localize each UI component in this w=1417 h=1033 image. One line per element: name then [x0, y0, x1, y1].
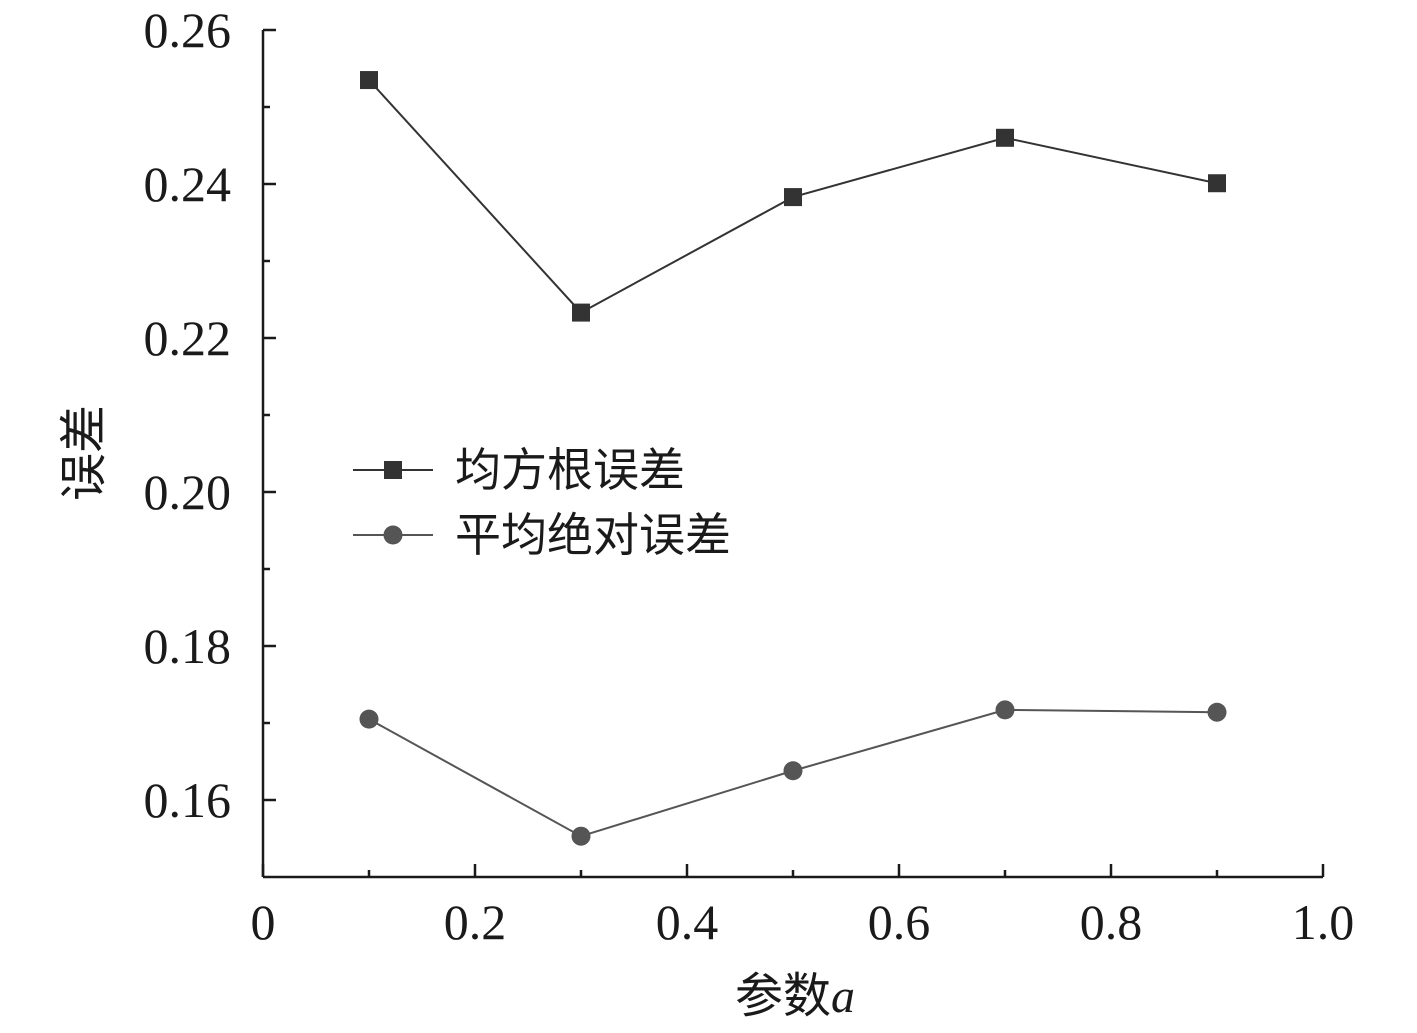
- data-point-circle: [1207, 702, 1227, 722]
- data-point-circle: [995, 700, 1015, 720]
- data-point-circle: [571, 826, 591, 846]
- x-tick-label: 0.8: [1080, 894, 1143, 950]
- y-axis-ticks: 0.16 0.18 0.20 0.22 0.24 0.26: [144, 2, 276, 828]
- series-layer: [359, 71, 1227, 846]
- data-point-square: [996, 128, 1014, 147]
- axes: [261, 30, 1323, 879]
- x-tick-label: 1.0: [1292, 894, 1355, 950]
- y-tick-label: 0.20: [144, 464, 232, 520]
- x-axis-title-variable: a: [831, 970, 855, 1023]
- y-tick-label: 0.22: [144, 310, 232, 366]
- legend-item-1: 均方根误差: [353, 443, 685, 497]
- y-tick-label: 0.16: [144, 772, 232, 828]
- y-tick-label: 0.18: [144, 618, 232, 674]
- x-axis-title: 参数a: [735, 968, 855, 1024]
- x-axis-ticks: 0 0.2 0.4 0.6 0.8 1.0: [251, 864, 1355, 950]
- legend-marker-square: [384, 461, 402, 479]
- legend-label: 均方根误差: [455, 443, 685, 497]
- series-2: [359, 700, 1227, 846]
- series-1: [360, 71, 1226, 322]
- data-point-circle: [783, 761, 803, 781]
- x-tick-label: 0.6: [868, 894, 931, 950]
- x-axis-title-text: 参数: [735, 968, 831, 1024]
- y-tick-label: 0.24: [144, 156, 232, 212]
- legend-marker-circle: [383, 525, 403, 545]
- data-point-square: [784, 188, 802, 207]
- x-tick-label: 0.2: [444, 894, 507, 950]
- legend-label: 平均绝对误差: [455, 508, 731, 562]
- x-tick-label: 0.4: [656, 894, 719, 950]
- y-tick-label: 0.26: [144, 2, 232, 58]
- x-tick-label: 0: [251, 894, 276, 950]
- data-point-square: [360, 71, 378, 90]
- data-point-square: [1208, 174, 1226, 193]
- legend-item-2: 平均绝对误差: [353, 508, 731, 562]
- data-point-circle: [359, 709, 379, 729]
- y-axis-title: 误差: [56, 405, 112, 501]
- data-point-square: [572, 303, 590, 322]
